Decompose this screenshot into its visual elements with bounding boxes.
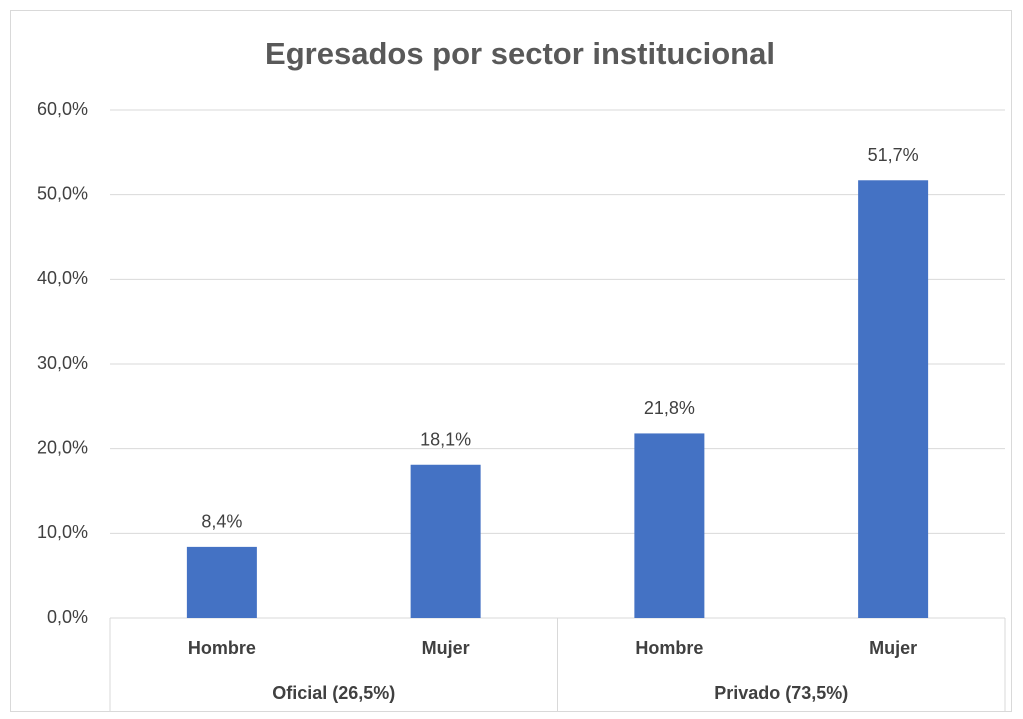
- x-tick-label: Mujer: [869, 638, 917, 658]
- x-tick-label: Hombre: [635, 638, 703, 658]
- data-label: 18,1%: [420, 430, 471, 450]
- group-label: Privado (73,5%): [714, 683, 848, 703]
- y-tick-label: 30,0%: [37, 353, 88, 373]
- data-label: 8,4%: [201, 512, 242, 532]
- y-tick-label: 20,0%: [37, 437, 88, 457]
- y-tick-label: 50,0%: [37, 183, 88, 203]
- bar: [634, 433, 705, 618]
- x-tick-label: Hombre: [188, 638, 256, 658]
- x-tick-label: Mujer: [422, 638, 470, 658]
- y-tick-label: 40,0%: [37, 268, 88, 288]
- y-tick-label: 60,0%: [37, 99, 88, 119]
- data-label: 21,8%: [644, 398, 695, 418]
- y-tick-label: 0,0%: [47, 607, 88, 627]
- bar: [186, 546, 257, 618]
- y-tick-label: 10,0%: [37, 522, 88, 542]
- group-label: Oficial (26,5%): [272, 683, 395, 703]
- chart-title: Egresados por sector institucional: [265, 36, 775, 71]
- data-label: 51,7%: [868, 145, 919, 165]
- bar: [410, 464, 481, 618]
- chart-frame: [10, 10, 1012, 712]
- bar: [858, 180, 929, 619]
